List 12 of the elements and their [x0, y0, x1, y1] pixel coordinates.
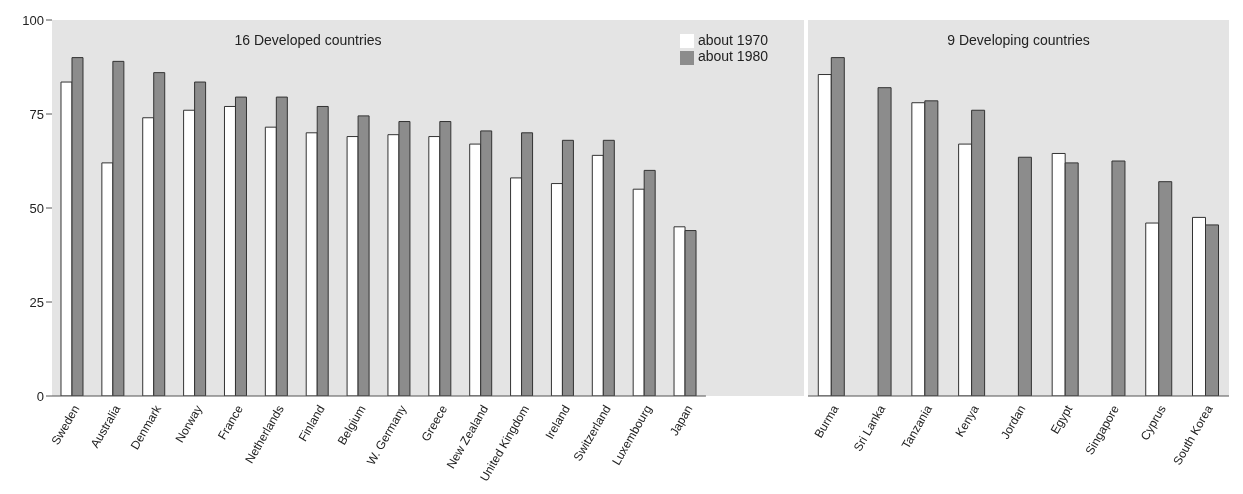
legend-label: about 1980 — [697, 48, 768, 65]
bar — [1111, 160, 1126, 396]
y-tick-label: 0 — [36, 388, 44, 404]
y-tick-label: 50 — [29, 200, 44, 216]
y-tick-label: 100 — [22, 12, 44, 28]
text: 16 Developed countries — [234, 32, 382, 48]
text: 9 Developing countries — [947, 32, 1090, 48]
y-tick-label: 75 — [29, 106, 44, 122]
legend-label: about 1970 — [697, 32, 768, 48]
bar — [877, 87, 892, 396]
bar — [1017, 156, 1032, 396]
y-tick-label: 25 — [29, 294, 44, 310]
